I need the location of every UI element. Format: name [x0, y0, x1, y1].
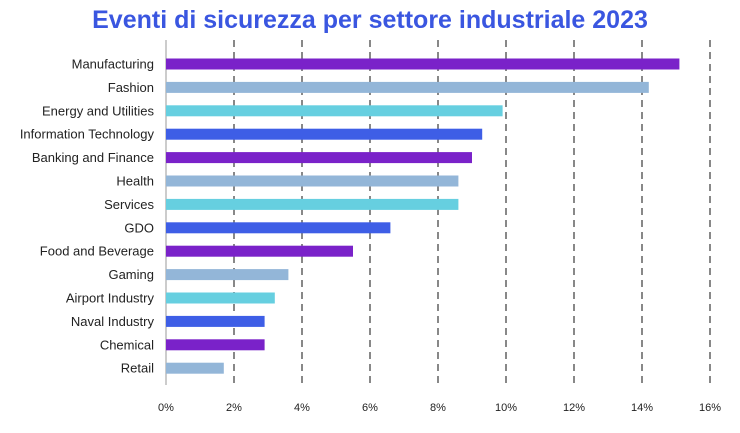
- x-tick-label: 4%: [294, 402, 310, 414]
- category-label: Food and Beverage: [40, 244, 154, 259]
- bars: [166, 58, 680, 374]
- category-label: Energy and Utilities: [42, 103, 154, 118]
- bar: [166, 269, 289, 281]
- category-labels: Manufacturing Fashion Energy and Utilities…: [20, 57, 155, 376]
- bar: [166, 362, 224, 374]
- x-tick-labels: 0% 2% 4% 6% 8% 10% 12% 14% 16%: [158, 402, 721, 414]
- category-label: Manufacturing: [72, 57, 154, 72]
- bar: [166, 245, 353, 257]
- x-tick-label: 12%: [563, 402, 585, 414]
- x-tick-label: 0%: [158, 402, 174, 414]
- x-tick-label: 16%: [699, 402, 721, 414]
- category-label: Airport Industry: [66, 291, 155, 306]
- x-tick-label: 10%: [495, 402, 517, 414]
- grid-lines: [165, 40, 711, 385]
- category-label: Retail: [121, 361, 154, 376]
- bar: [166, 339, 265, 351]
- category-label: Gaming: [108, 267, 154, 282]
- bar: [166, 292, 275, 304]
- bar: [166, 152, 472, 164]
- x-tick-label: 14%: [631, 402, 653, 414]
- category-label: GDO: [124, 220, 154, 235]
- bar: [166, 81, 649, 93]
- category-label: Naval Industry: [71, 314, 155, 329]
- x-tick-label: 2%: [226, 402, 242, 414]
- chart-title: Eventi di sicurezza per settore industri…: [92, 6, 648, 34]
- bar: [166, 175, 459, 187]
- x-tick-label: 6%: [362, 402, 378, 414]
- x-tick-label: 8%: [430, 402, 446, 414]
- category-label: Services: [104, 197, 154, 212]
- category-label: Fashion: [108, 80, 154, 95]
- bar: [166, 315, 265, 327]
- category-label: Health: [116, 174, 154, 189]
- bar: [166, 198, 459, 210]
- category-label: Banking and Finance: [32, 150, 154, 165]
- bar: [166, 58, 680, 70]
- bar: [166, 222, 391, 234]
- bar: [166, 128, 483, 140]
- bar: [166, 105, 503, 117]
- category-label: Information Technology: [20, 127, 155, 142]
- category-label: Chemical: [100, 337, 154, 352]
